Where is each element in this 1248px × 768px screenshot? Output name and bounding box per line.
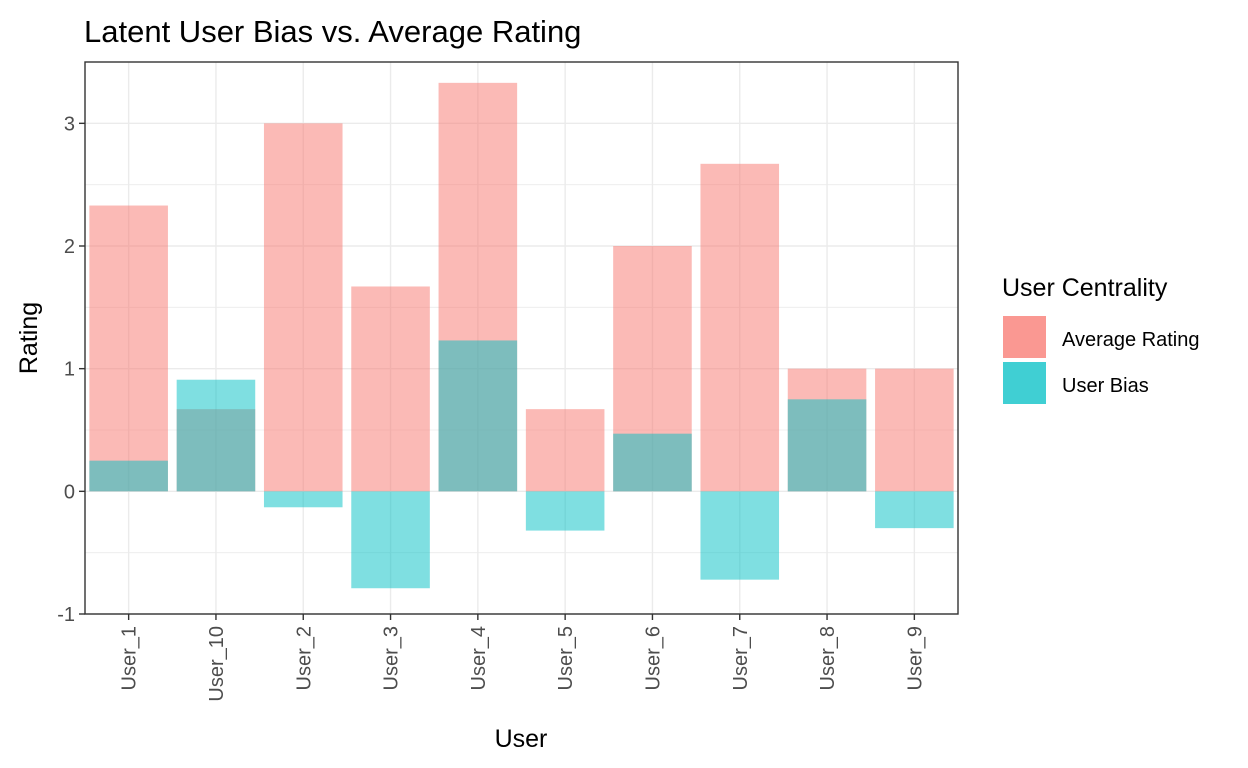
x-tick-label: User_4 [468, 626, 490, 690]
bar-user-bias [700, 491, 780, 580]
x-tick-label: User_7 [730, 626, 752, 690]
x-tick-label: User_1 [119, 626, 141, 690]
x-axis: User_1 User_10 User_2 User_3 User_4 User_5 Use… [119, 614, 926, 702]
bar-user-bias [351, 491, 430, 589]
plot-border [84, 61, 959, 615]
y-axis-title: Rating [15, 302, 43, 374]
x-tick-label: User_9 [904, 626, 926, 690]
bar-average-rating [89, 205, 168, 492]
bar-user-bias [613, 433, 692, 492]
chart-title: Latent User Bias vs. Average Rating [84, 14, 581, 49]
bar-user-bias [176, 379, 256, 492]
x-tick-label: User_5 [555, 626, 577, 690]
x-tick-label: User_6 [642, 626, 664, 690]
legend-items: Average Rating User Bias [1003, 316, 1200, 404]
bars [89, 82, 954, 589]
legend-key [1003, 362, 1046, 404]
plot-background [85, 62, 958, 614]
x-tick-label: User_2 [293, 626, 315, 690]
y-axis: -1 0 1 2 3 [57, 113, 85, 626]
y-tick-label: 0 [64, 481, 75, 503]
bar-user-bias [263, 491, 343, 508]
bar-average-rating [263, 123, 343, 492]
bar-average-rating [525, 409, 605, 492]
y-tick-label: 3 [64, 113, 75, 135]
legend-label: Average Rating [1062, 329, 1200, 351]
bar-user-bias [787, 399, 867, 492]
bar-user-bias [438, 340, 518, 492]
legend-title: User Centrality [1002, 274, 1168, 302]
bar-user-bias [525, 491, 605, 531]
legend-key [1003, 316, 1046, 358]
bar-average-rating [700, 163, 780, 492]
plot-panel [84, 61, 959, 615]
x-tick-label: User_3 [381, 626, 403, 690]
x-axis-title: User [495, 725, 548, 753]
legend-label: User Bias [1062, 375, 1149, 397]
bar-user-bias [875, 491, 954, 529]
y-tick-label: 2 [64, 236, 75, 258]
bar-average-rating [875, 368, 954, 492]
y-tick-label: 1 [64, 359, 75, 381]
bar-average-rating [351, 286, 430, 492]
y-tick-label: -1 [57, 604, 75, 626]
x-tick-label: User_10 [206, 626, 228, 702]
bar-user-bias [89, 460, 168, 492]
x-tick-label: User_8 [817, 626, 839, 690]
legend: User Centrality Average Rating User Bias [1002, 274, 1200, 404]
